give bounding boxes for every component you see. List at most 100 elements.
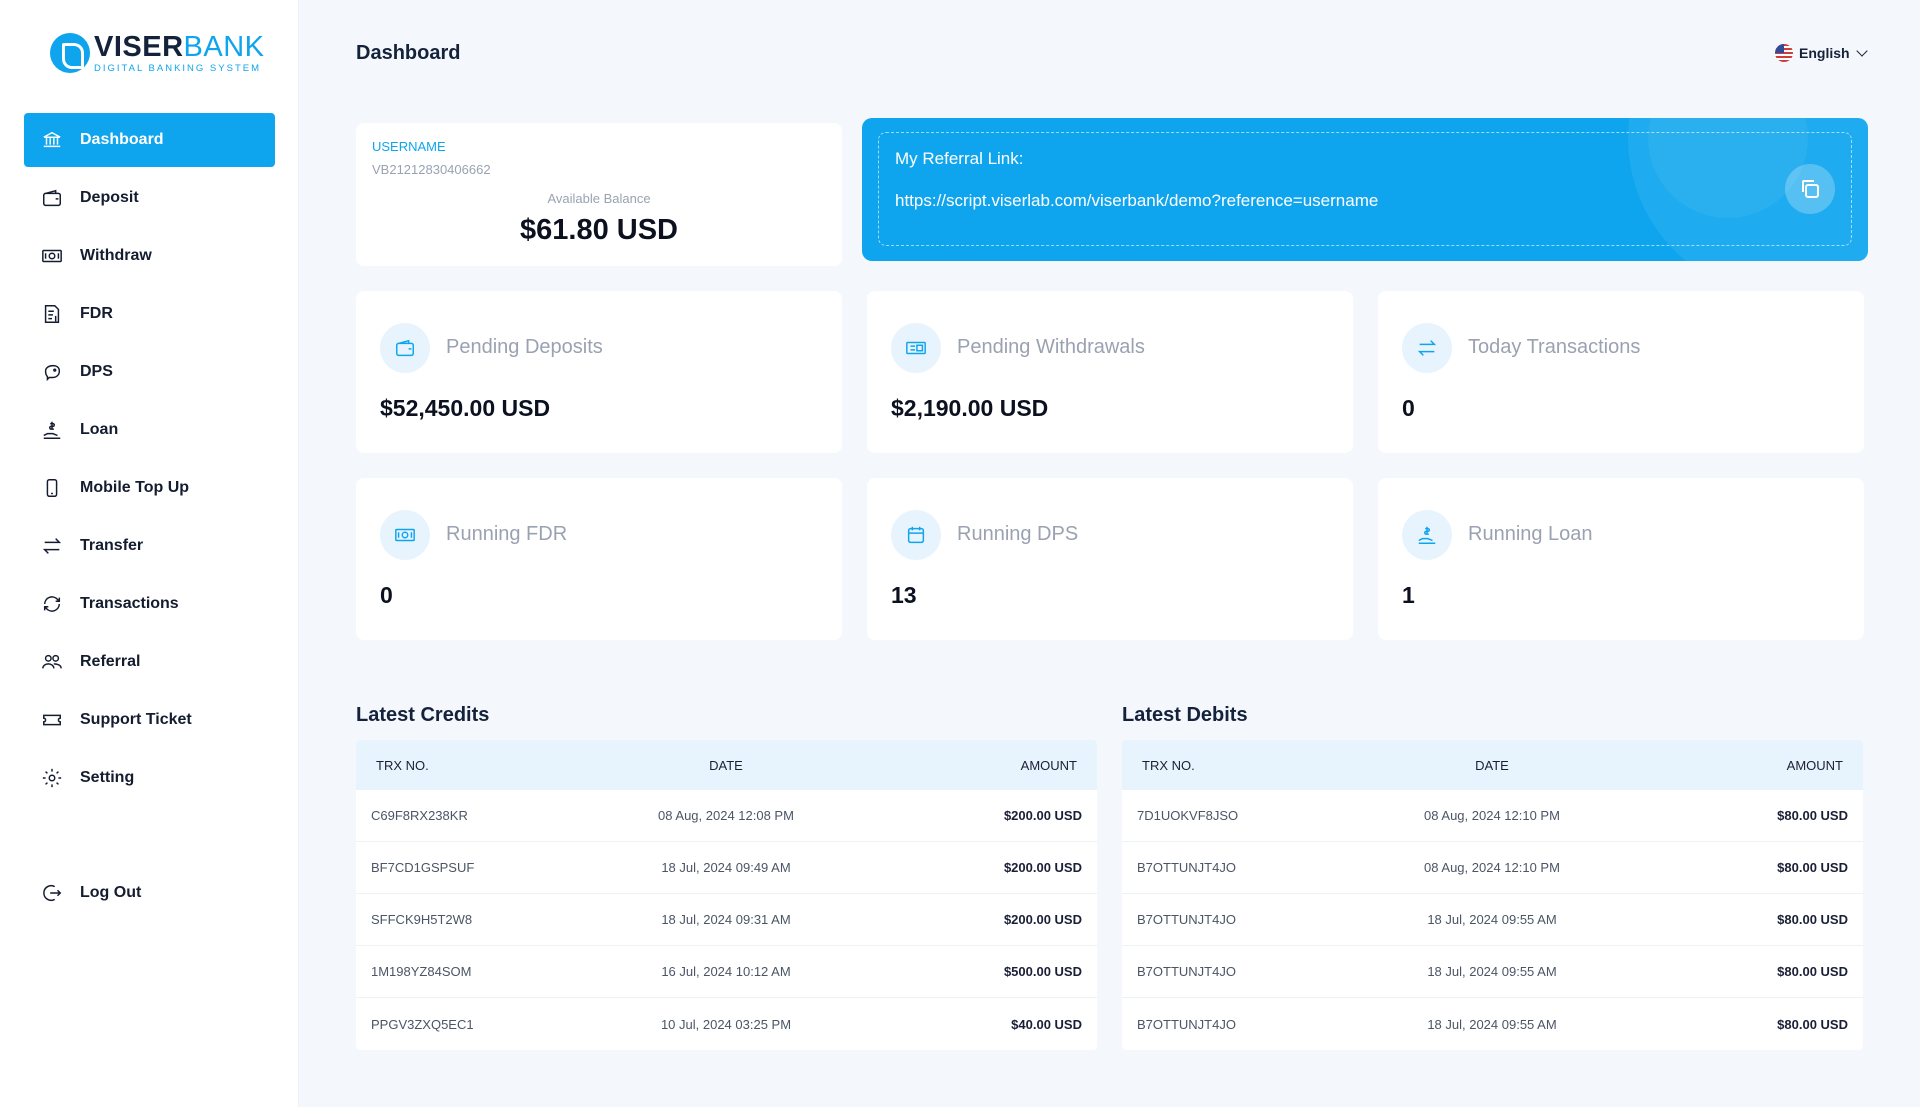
table-row: B7OTTUNJT4JO 08 Aug, 2024 12:10 PM $80.0… — [1122, 842, 1863, 894]
amount-cell: $80.00 USD — [1777, 964, 1848, 979]
trx-cell: B7OTTUNJT4JO — [1137, 1016, 1236, 1032]
brand-logo[interactable]: VISERBANK DIGITAL BANKING SYSTEM — [50, 32, 265, 74]
amount-cell: $500.00 USD — [1003, 964, 1082, 979]
column-header-amount: AMOUNT — [1020, 757, 1077, 773]
date-cell: 18 Jul, 2024 09:55 AM — [1427, 1016, 1557, 1032]
latest-debits-title: Latest Debits — [1122, 704, 1248, 726]
sidebar-item-label: Withdraw — [80, 247, 152, 264]
stat-value: 13 — [891, 582, 917, 608]
date-cell: 08 Aug, 2024 12:10 PM — [1424, 860, 1560, 875]
sidebar-nav: Dashboard Deposit Withdraw FDR DPS Loan … — [24, 113, 275, 809]
sidebar-item-support-ticket[interactable]: Support Ticket — [24, 693, 275, 747]
date-cell: 18 Jul, 2024 09:55 AM — [1427, 912, 1557, 927]
page-title: Dashboard — [356, 42, 461, 64]
sidebar-item-label: Mobile Top Up — [80, 479, 190, 496]
trx-cell: B7OTTUNJT4JO — [1137, 860, 1236, 875]
logo-icon — [50, 33, 90, 73]
column-header-date: DATE — [1475, 757, 1509, 773]
column-header-trx: TRX NO. — [1142, 757, 1195, 773]
date-cell: 08 Aug, 2024 12:10 PM — [1424, 808, 1560, 823]
logout-button[interactable]: Log Out — [24, 866, 275, 920]
users-icon — [40, 650, 64, 674]
sidebar-item-transfer[interactable]: Transfer — [24, 519, 275, 573]
sidebar-item-mobile-top-up[interactable]: Mobile Top Up — [24, 461, 275, 515]
stat-title: Running Loan — [1468, 523, 1593, 545]
table-header: TRX NO. DATE AMOUNT — [356, 740, 1097, 790]
table-row: PPGV3ZXQ5EC1 10 Jul, 2024 03:25 PM $40.0… — [356, 998, 1097, 1050]
referral-link[interactable]: https://script.viserlab.com/viserbank/de… — [895, 191, 1379, 210]
sidebar-item-deposit[interactable]: Deposit — [24, 171, 275, 225]
sidebar-item-loan[interactable]: Loan — [24, 403, 275, 457]
latest-credits-table: TRX NO. DATE AMOUNT C69F8RX238KR 08 Aug,… — [356, 740, 1097, 1050]
sidebar-item-dps[interactable]: DPS — [24, 345, 275, 399]
column-header-trx: TRX NO. — [376, 757, 429, 773]
table-row: SFFCK9H5T2W8 18 Jul, 2024 09:31 AM $200.… — [356, 894, 1097, 946]
sidebar: VISERBANK DIGITAL BANKING SYSTEM Dashboa… — [0, 0, 299, 1107]
available-balance-value: $61.80 USD — [520, 214, 678, 246]
sidebar-item-label: Dashboard — [80, 131, 164, 148]
latest-credits-title: Latest Credits — [356, 704, 490, 726]
money-icon — [40, 244, 64, 268]
stat-card-pending-withdrawals[interactable]: Pending Withdrawals $2,190.00 USD — [867, 291, 1353, 453]
sidebar-item-fdr[interactable]: FDR — [24, 287, 275, 341]
date-cell: 18 Jul, 2024 09:55 AM — [1427, 964, 1557, 979]
language-label: English — [1799, 45, 1850, 61]
table-row: B7OTTUNJT4JO 18 Jul, 2024 09:55 AM $80.0… — [1122, 998, 1863, 1050]
language-selector[interactable]: English — [1775, 44, 1868, 62]
stat-title: Pending Withdrawals — [957, 336, 1145, 358]
stat-card-pending-deposits[interactable]: Pending Deposits $52,450.00 USD — [356, 291, 842, 453]
column-header-date: DATE — [709, 757, 743, 773]
gear-icon — [40, 766, 64, 790]
money-icon — [891, 323, 941, 373]
document-icon — [40, 302, 64, 326]
sidebar-item-setting[interactable]: Setting — [24, 751, 275, 805]
sidebar-item-dashboard[interactable]: Dashboard — [24, 113, 275, 167]
sidebar-item-label: Transactions — [80, 595, 179, 612]
logout-label: Log Out — [80, 884, 142, 901]
stat-card-today-transactions[interactable]: Today Transactions 0 — [1378, 291, 1864, 453]
trx-cell: 1M198YZ84SOM — [371, 964, 472, 979]
sidebar-item-transactions[interactable]: Transactions — [24, 577, 275, 631]
copy-icon — [1802, 180, 1819, 198]
column-header-amount: AMOUNT — [1786, 757, 1843, 773]
table-row: BF7CD1GSPSUF 18 Jul, 2024 09:49 AM $200.… — [356, 842, 1097, 894]
stat-card-running-loan[interactable]: Running Loan 1 — [1378, 478, 1864, 640]
amount-cell: $80.00 USD — [1777, 912, 1848, 927]
ticket-icon — [40, 708, 64, 732]
sidebar-item-label: FDR — [80, 305, 113, 322]
table-header: TRX NO. DATE AMOUNT — [1122, 740, 1863, 790]
date-cell: 18 Jul, 2024 09:31 AM — [661, 912, 791, 927]
money-icon — [380, 510, 430, 560]
amount-cell: $80.00 USD — [1777, 1016, 1848, 1032]
stat-title: Pending Deposits — [446, 336, 603, 358]
username-value: VB21212830406662 — [372, 162, 491, 177]
sidebar-item-withdraw[interactable]: Withdraw — [24, 229, 275, 283]
sidebar-item-referral[interactable]: Referral — [24, 635, 275, 689]
amount-cell: $40.00 USD — [1011, 1016, 1082, 1032]
stat-title: Running DPS — [957, 523, 1079, 545]
trx-cell: BF7CD1GSPSUF — [371, 860, 475, 875]
date-cell: 08 Aug, 2024 12:08 PM — [658, 808, 794, 823]
trx-cell: B7OTTUNJT4JO — [1137, 912, 1236, 927]
chevron-down-icon — [1855, 45, 1868, 57]
mobile-icon — [40, 476, 64, 500]
transfer-arrows-icon — [40, 534, 64, 558]
sidebar-item-label: DPS — [80, 363, 113, 380]
stat-value: 0 — [1402, 395, 1415, 421]
sidebar-item-label: Deposit — [80, 189, 139, 206]
stat-card-running-fdr[interactable]: Running FDR 0 — [356, 478, 842, 640]
refresh-icon — [40, 592, 64, 616]
bank-icon — [40, 128, 64, 152]
wallet-icon — [40, 186, 64, 210]
trx-cell: SFFCK9H5T2W8 — [371, 912, 473, 927]
trx-cell: B7OTTUNJT4JO — [1137, 964, 1236, 979]
referral-label: My Referral Link: — [895, 149, 1024, 168]
brand-name-part1: VISER — [94, 31, 184, 63]
sidebar-item-label: Support Ticket — [80, 711, 192, 728]
stat-title: Today Transactions — [1468, 336, 1641, 358]
copy-referral-button[interactable] — [1785, 164, 1835, 214]
trx-cell: 7D1UOKVF8JSO — [1137, 808, 1239, 823]
brand-name-part2: BANK — [183, 31, 265, 63]
stat-card-running-dps[interactable]: Running DPS 13 — [867, 478, 1353, 640]
latest-debits-table: TRX NO. DATE AMOUNT 7D1UOKVF8JSO 08 Aug,… — [1122, 740, 1863, 1050]
